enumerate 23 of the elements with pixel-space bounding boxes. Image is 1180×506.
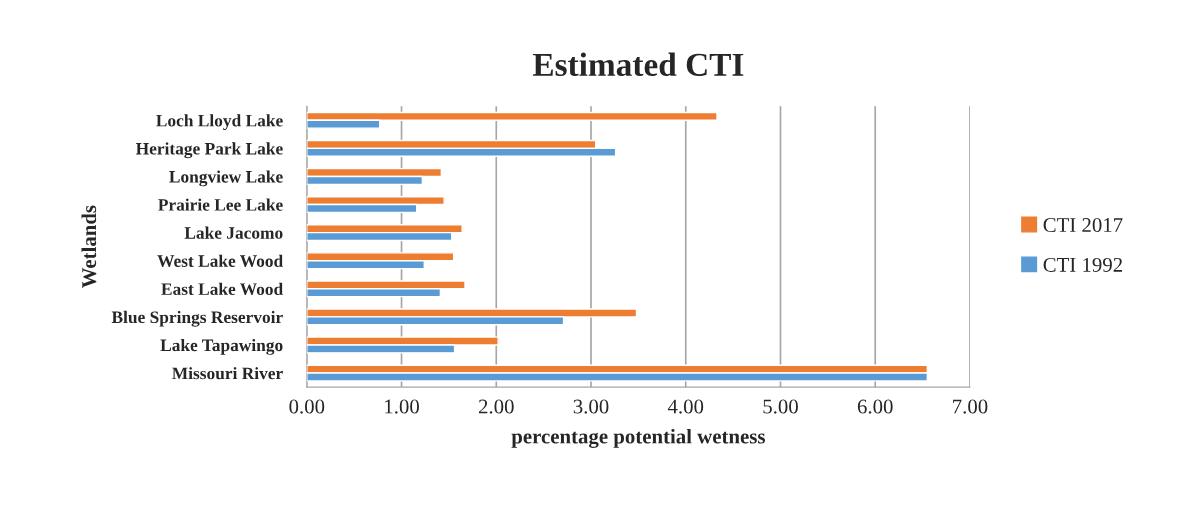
- y-tick-label: Prairie Lee Lake: [158, 198, 283, 211]
- x-tick-label: 6.00: [857, 399, 893, 414]
- y-tick-label: Heritage Park Lake: [135, 142, 283, 159]
- y-tick-label: Loch Lloyd Lake: [156, 114, 283, 131]
- x-tick-label: 4.00: [667, 399, 704, 414]
- x-tick-label: 1.00: [385, 399, 419, 414]
- legend-label: CTI 1992: [1043, 257, 1122, 272]
- chart-title: Estimated CTI: [532, 52, 744, 77]
- x-tick-label: 2.00: [478, 399, 514, 414]
- y-tick-label: Longview Lake: [169, 170, 283, 187]
- y-tick-label: Lake Tapawingo: [160, 338, 283, 355]
- y-tick-label: Blue Springs Reservoir: [111, 310, 283, 327]
- y-tick-label: East Lake Wood: [161, 282, 283, 296]
- y-tick-label: Missouri River: [172, 367, 283, 380]
- x-tick-label: 7.00: [953, 399, 988, 414]
- x-tick-label: 0.00: [289, 399, 325, 414]
- x-axis-title: percentage potential wetness: [511, 428, 765, 448]
- x-tick-label: 3.00: [573, 399, 609, 414]
- y-tick-label: Lake Jacomo: [184, 226, 283, 239]
- y-axis-title: Wetlands: [81, 205, 97, 289]
- x-tick-label: 5.00: [763, 399, 798, 414]
- legend-label: CTI 2017: [1043, 217, 1123, 233]
- y-tick-label: West Lake Wood: [157, 254, 283, 267]
